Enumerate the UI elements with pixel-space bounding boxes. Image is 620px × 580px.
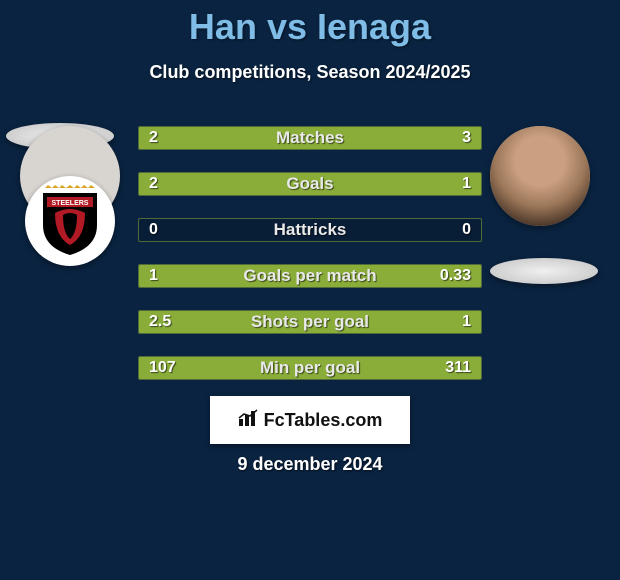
stat-label: Min per goal xyxy=(139,357,481,379)
stat-row: 2.51Shots per goal xyxy=(138,310,482,334)
vs-label: vs xyxy=(267,6,307,47)
stat-row: 107311Min per goal xyxy=(138,356,482,380)
stat-label: Shots per goal xyxy=(139,311,481,333)
stat-row: 10.33Goals per match xyxy=(138,264,482,288)
face-icon xyxy=(490,126,590,226)
team-badge-left: STEELERS xyxy=(25,176,115,266)
shield-icon: STEELERS xyxy=(39,185,101,257)
svg-text:STEELERS: STEELERS xyxy=(52,200,89,207)
player-left-name: Han xyxy=(189,6,257,47)
footer-date: 9 december 2024 xyxy=(0,454,620,475)
stat-row: 00Hattricks xyxy=(138,218,482,242)
brand-text: FcTables.com xyxy=(264,410,383,431)
player-right-avatar xyxy=(490,126,590,226)
brand-logo[interactable]: FcTables.com xyxy=(210,396,410,444)
stat-label: Hattricks xyxy=(139,219,481,241)
stats-container: 23Matches 21Goals 00Hattricks 10.33Goals pe… xyxy=(138,126,482,402)
stat-row: 23Matches xyxy=(138,126,482,150)
decoration-ellipse-right xyxy=(490,258,598,284)
chart-icon xyxy=(238,409,260,432)
stat-label: Matches xyxy=(139,127,481,149)
stat-row: 21Goals xyxy=(138,172,482,196)
stat-label: Goals per match xyxy=(139,265,481,287)
page-title: Han vs Ienaga xyxy=(0,0,620,48)
subtitle: Club competitions, Season 2024/2025 xyxy=(0,62,620,83)
player-right-name: Ienaga xyxy=(317,6,431,47)
stat-label: Goals xyxy=(139,173,481,195)
